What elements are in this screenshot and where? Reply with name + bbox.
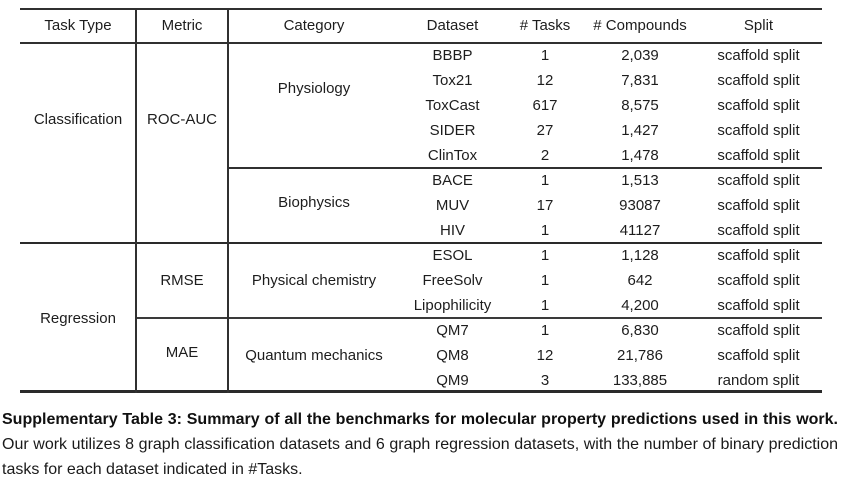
split-cell: scaffold split xyxy=(717,47,800,64)
split-cell: scaffold split xyxy=(717,272,800,289)
metric-category-divider xyxy=(227,9,229,393)
rmse-mae-divider xyxy=(136,317,822,319)
task-type-regression: Regression xyxy=(40,309,116,327)
dataset-cell: FreeSolv xyxy=(422,272,483,289)
tasks-cell: 1 xyxy=(540,272,550,289)
tasks-cell: 1 xyxy=(540,322,550,339)
split-cell: scaffold split xyxy=(717,97,800,114)
tasks-cell: 617 xyxy=(532,97,558,114)
dataset-cell: MUV xyxy=(435,197,470,214)
header-divider xyxy=(20,42,822,44)
table-bottom-border xyxy=(20,390,822,393)
caption-title: Supplementary Table 3: Summary of all th… xyxy=(2,411,838,428)
physiology-biophysics-divider xyxy=(228,167,822,169)
split-cell: scaffold split xyxy=(717,197,800,214)
dataset-cell: Tox21 xyxy=(432,72,473,89)
split-cell: scaffold split xyxy=(717,122,800,139)
caption-body: Our work utilizes 8 graph classification… xyxy=(2,436,838,478)
col-header-metric: Metric xyxy=(161,17,203,34)
tasks-cell: 1 xyxy=(540,47,550,64)
tasks-cell: 3 xyxy=(540,372,550,389)
split-cell: scaffold split xyxy=(717,147,800,164)
compounds-cell: 41127 xyxy=(619,222,661,239)
compounds-cell: 8,575 xyxy=(621,97,659,114)
tasks-cell: 1 xyxy=(540,297,550,314)
dataset-cell: ToxCast xyxy=(425,97,480,114)
compounds-cell: 133,885 xyxy=(612,372,668,389)
dataset-cell: BBBP xyxy=(432,47,473,64)
split-cell: scaffold split xyxy=(717,247,800,264)
compounds-cell: 4,200 xyxy=(621,297,659,314)
compounds-cell: 21,786 xyxy=(617,347,663,364)
metric-roc-auc: ROC-AUC xyxy=(147,110,217,128)
col-header-dataset: Dataset xyxy=(426,17,479,34)
tasks-cell: 17 xyxy=(536,197,554,214)
compounds-cell: 6,830 xyxy=(621,322,659,339)
table-caption: Supplementary Table 3: Summary of all th… xyxy=(2,407,838,482)
split-cell: scaffold split xyxy=(717,222,800,239)
split-cell: random split xyxy=(717,372,800,389)
compounds-cell: 93087 xyxy=(619,197,661,214)
dataset-cell: ClinTox xyxy=(427,147,478,164)
dataset-cell: QM7 xyxy=(436,322,469,339)
table-grid: Task Type Metric Category Dataset # Task… xyxy=(20,8,822,393)
dataset-cell: BACE xyxy=(432,172,473,189)
category-quantum-mechanics: Quantum mechanics xyxy=(245,347,383,364)
split-cell: scaffold split xyxy=(717,347,800,364)
col-header-tasks: # Tasks xyxy=(519,17,571,34)
col-header-category: Category xyxy=(283,17,345,34)
split-cell: scaffold split xyxy=(717,72,800,89)
category-biophysics: Biophysics xyxy=(278,194,350,211)
tasks-cell: 12 xyxy=(536,72,554,89)
compounds-cell: 2,039 xyxy=(621,47,659,64)
dataset-cell: SIDER xyxy=(429,122,476,139)
table-top-border xyxy=(20,8,822,10)
split-cell: scaffold split xyxy=(717,297,800,314)
category-physical-chemistry: Physical chemistry xyxy=(251,272,377,289)
dataset-cell: Lipophilicity xyxy=(413,297,492,314)
classification-regression-divider xyxy=(20,242,822,245)
tasks-cell: 12 xyxy=(536,347,554,364)
compounds-cell: 642 xyxy=(627,272,653,289)
col-header-task-type: Task Type xyxy=(44,17,112,34)
compounds-cell: 7,831 xyxy=(621,72,659,89)
compounds-cell: 1,427 xyxy=(621,122,659,139)
dataset-cell: QM9 xyxy=(436,372,469,389)
tasks-cell: 27 xyxy=(536,122,554,139)
tasks-cell: 2 xyxy=(540,147,550,164)
dataset-cell: HIV xyxy=(439,222,465,239)
tasks-cell: 1 xyxy=(540,247,550,264)
col-header-split: Split xyxy=(743,17,774,34)
compounds-cell: 1,513 xyxy=(621,172,659,189)
metric-rmse: RMSE xyxy=(160,272,204,289)
split-cell: scaffold split xyxy=(717,172,800,189)
dataset-cell: QM8 xyxy=(436,347,469,364)
metric-mae: MAE xyxy=(165,344,199,361)
split-cell: scaffold split xyxy=(717,322,800,339)
benchmark-table: Task Type Metric Category Dataset # Task… xyxy=(20,8,822,393)
task-type-classification: Classification xyxy=(33,110,123,128)
dataset-cell: ESOL xyxy=(432,247,473,264)
compounds-cell: 1,478 xyxy=(621,147,659,164)
tasks-cell: 1 xyxy=(540,172,550,189)
category-physiology: Physiology xyxy=(277,80,351,97)
col-header-compounds: # Compounds xyxy=(593,17,687,34)
compounds-cell: 1,128 xyxy=(621,247,659,264)
tasks-cell: 1 xyxy=(540,222,550,239)
task-type-metric-divider xyxy=(135,9,137,393)
